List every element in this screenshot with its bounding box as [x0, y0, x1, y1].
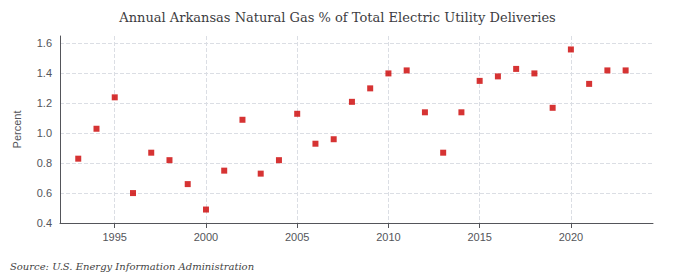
svg-text:1.4: 1.4 [37, 67, 52, 79]
svg-text:2010: 2010 [376, 231, 400, 243]
svg-text:2015: 2015 [467, 231, 491, 243]
svg-text:2005: 2005 [285, 231, 309, 243]
svg-text:1.2: 1.2 [37, 97, 52, 109]
svg-text:0.8: 0.8 [37, 157, 52, 169]
svg-text:1995: 1995 [102, 231, 126, 243]
svg-text:1.6: 1.6 [37, 37, 52, 49]
svg-text:Percent: Percent [11, 111, 23, 149]
svg-text:2020: 2020 [559, 231, 583, 243]
svg-text:0.4: 0.4 [37, 217, 52, 229]
svg-text:Annual Arkansas Natural Gas %: Annual Arkansas Natural Gas % of Total E… [118, 10, 556, 25]
svg-text:Source: U.S. Energy Informatio: Source: U.S. Energy Information Administ… [10, 261, 254, 272]
svg-text:2000: 2000 [194, 231, 218, 243]
svg-text:1.0: 1.0 [37, 127, 52, 139]
svg-text:0.6: 0.6 [37, 187, 52, 199]
